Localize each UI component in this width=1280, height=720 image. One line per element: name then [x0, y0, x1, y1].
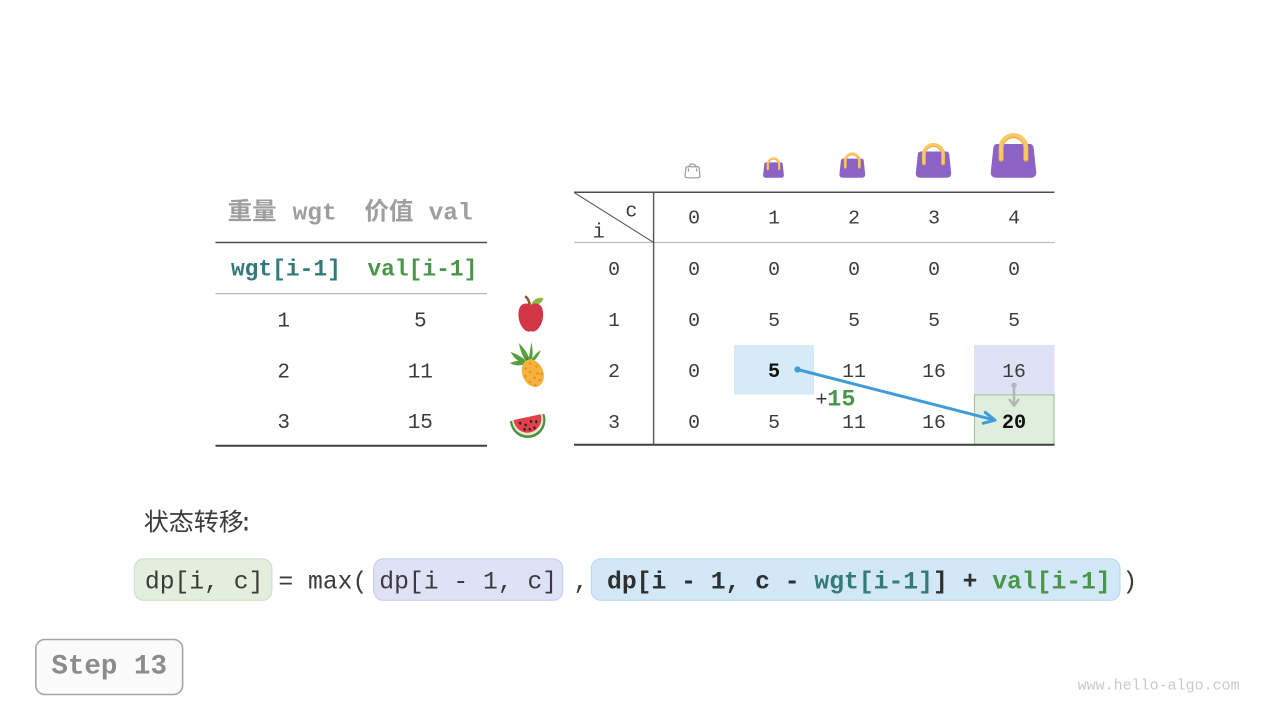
svg-text:3: 3: [608, 412, 620, 434]
svg-text:5: 5: [768, 310, 780, 332]
svg-text:0: 0: [688, 259, 700, 281]
svg-text:dp[i, c]: dp[i, c]: [145, 569, 264, 597]
svg-text:1: 1: [768, 208, 780, 230]
svg-text:0: 0: [928, 259, 940, 281]
svg-text:dp[i - 1, c - wgt[i-1]] + val[: dp[i - 1, c - wgt[i-1]] + val[i-1]: [607, 569, 1111, 597]
svg-text::: :: [239, 510, 254, 539]
svg-text:0: 0: [768, 259, 780, 281]
svg-text:11: 11: [842, 412, 866, 434]
svg-text:1: 1: [608, 310, 620, 332]
svg-text:0: 0: [688, 412, 700, 434]
svg-text:www.hello-algo.com: www.hello-algo.com: [1078, 678, 1240, 695]
svg-text:5: 5: [768, 361, 780, 384]
svg-text:16: 16: [922, 412, 946, 434]
svg-text:15: 15: [827, 387, 855, 414]
svg-text:0: 0: [688, 361, 700, 383]
svg-text:): ): [1123, 569, 1138, 597]
svg-text:2: 2: [608, 361, 620, 383]
svg-text:2: 2: [277, 361, 290, 384]
svg-text:,: ,: [574, 569, 589, 597]
svg-text:11: 11: [842, 361, 866, 383]
svg-text:16: 16: [1002, 361, 1026, 383]
svg-text:11: 11: [408, 361, 433, 384]
svg-text:= max(: = max(: [278, 569, 367, 597]
svg-text:wgt: wgt: [293, 200, 337, 227]
svg-text:+: +: [815, 390, 827, 413]
svg-text:16: 16: [922, 361, 946, 383]
svg-text:i: i: [593, 221, 605, 244]
svg-text:wgt[i-1]: wgt[i-1]: [231, 256, 341, 282]
svg-text:5: 5: [768, 412, 780, 434]
svg-text:20: 20: [1002, 412, 1026, 435]
svg-text:5: 5: [928, 310, 940, 332]
svg-text:3: 3: [277, 412, 290, 435]
svg-text:15: 15: [408, 412, 433, 435]
svg-text:c: c: [625, 200, 637, 223]
svg-text:4: 4: [1008, 208, 1020, 230]
svg-text:0: 0: [1008, 259, 1020, 281]
svg-text:Step 13: Step 13: [51, 652, 167, 683]
svg-text:val[i-1]: val[i-1]: [367, 256, 477, 282]
svg-text:0: 0: [688, 310, 700, 332]
svg-text:5: 5: [1008, 310, 1020, 332]
svg-text:5: 5: [848, 310, 860, 332]
svg-text:2: 2: [848, 208, 860, 230]
svg-text:0: 0: [848, 259, 860, 281]
svg-text:val: val: [429, 200, 473, 227]
svg-text:0: 0: [608, 259, 620, 281]
svg-text:3: 3: [928, 208, 940, 230]
svg-text:0: 0: [688, 208, 700, 230]
svg-text:5: 5: [414, 310, 427, 333]
svg-text:1: 1: [277, 310, 290, 333]
svg-text:dp[i - 1, c]: dp[i - 1, c]: [379, 569, 557, 597]
